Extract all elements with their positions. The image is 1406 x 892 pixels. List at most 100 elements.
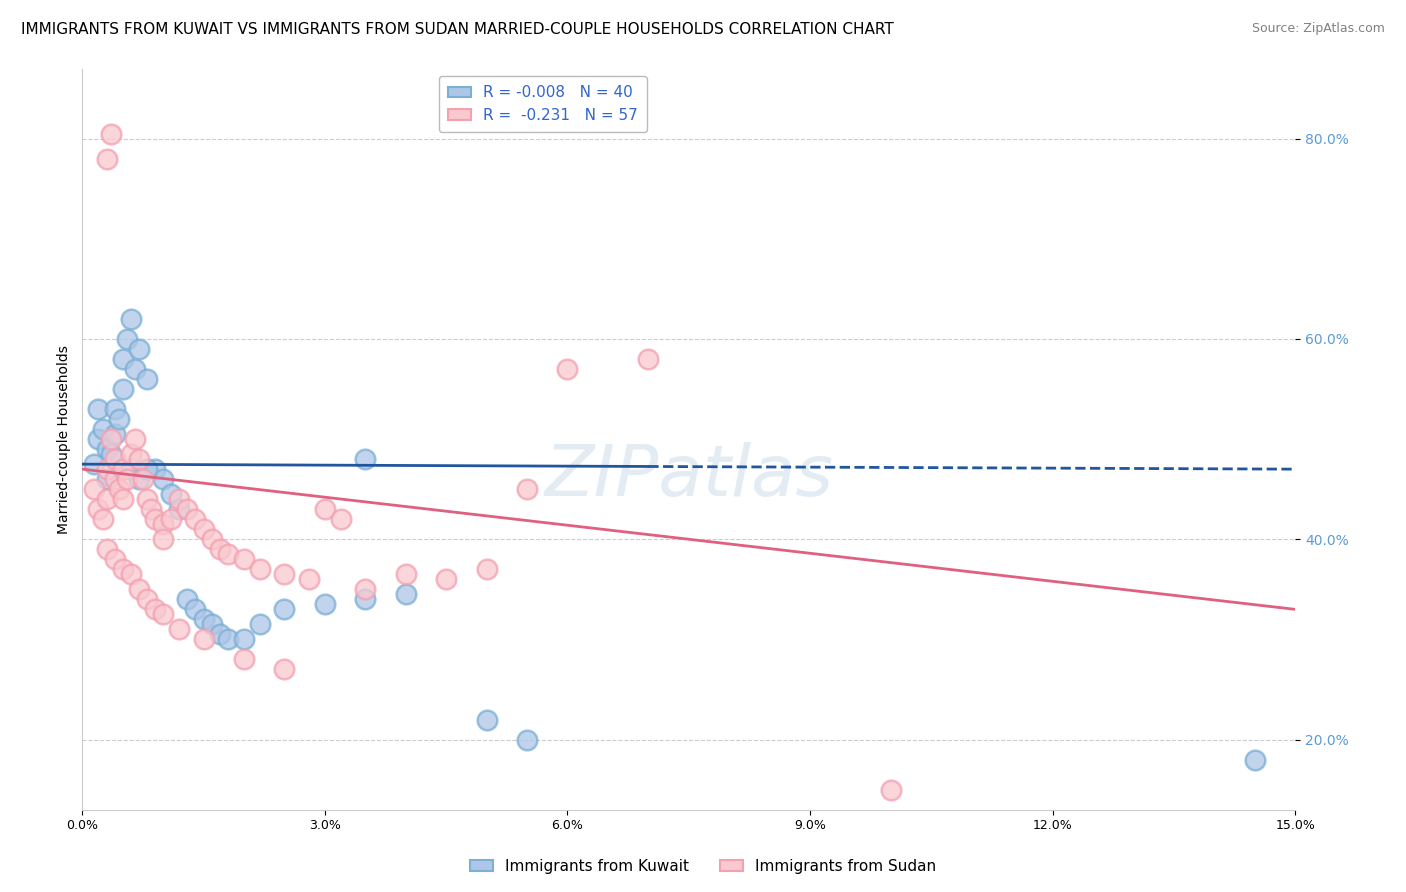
Point	[233, 652, 256, 666]
Point	[152, 517, 174, 532]
Point	[176, 592, 198, 607]
Point	[880, 782, 903, 797]
Point	[104, 472, 127, 486]
Point	[152, 607, 174, 622]
Point	[354, 582, 377, 597]
Point	[83, 457, 105, 471]
Point	[111, 351, 134, 366]
Legend: Immigrants from Kuwait, Immigrants from Sudan: Immigrants from Kuwait, Immigrants from …	[464, 853, 942, 880]
Point	[104, 552, 127, 566]
Point	[143, 512, 166, 526]
Point	[273, 602, 295, 616]
Point	[434, 572, 457, 586]
Point	[160, 512, 183, 526]
Point	[395, 567, 418, 582]
Point	[111, 562, 134, 576]
Point	[475, 713, 498, 727]
Point	[120, 567, 142, 582]
Point	[100, 432, 122, 446]
Point	[160, 487, 183, 501]
Point	[136, 592, 159, 607]
Point	[96, 472, 118, 486]
Point	[201, 617, 224, 632]
Point	[87, 432, 110, 446]
Point	[87, 502, 110, 516]
Point	[83, 482, 105, 496]
Point	[143, 602, 166, 616]
Point	[354, 452, 377, 467]
Point	[96, 492, 118, 507]
Point	[169, 492, 191, 507]
Point	[128, 472, 150, 486]
Point	[298, 572, 321, 586]
Point	[176, 502, 198, 516]
Point	[128, 582, 150, 597]
Point	[217, 547, 239, 561]
Point	[184, 512, 207, 526]
Point	[124, 362, 146, 376]
Point	[120, 312, 142, 326]
Point	[193, 612, 215, 626]
Point	[96, 152, 118, 166]
Point	[208, 542, 231, 557]
Point	[217, 632, 239, 647]
Point	[249, 562, 271, 576]
Point	[637, 351, 659, 366]
Point	[201, 533, 224, 547]
Point	[100, 447, 122, 461]
Point	[111, 462, 134, 476]
Point	[169, 623, 191, 637]
Point	[96, 442, 118, 456]
Text: Source: ZipAtlas.com: Source: ZipAtlas.com	[1251, 22, 1385, 36]
Point	[557, 362, 579, 376]
Point	[104, 427, 127, 442]
Point	[136, 372, 159, 386]
Point	[193, 522, 215, 536]
Point	[1243, 753, 1265, 767]
Legend: R = -0.008   N = 40, R =  -0.231   N = 57: R = -0.008 N = 40, R = -0.231 N = 57	[439, 76, 647, 132]
Point	[516, 482, 538, 496]
Point	[115, 472, 138, 486]
Point	[193, 632, 215, 647]
Point	[139, 502, 162, 516]
Point	[233, 552, 256, 566]
Point	[115, 332, 138, 346]
Point	[107, 482, 129, 496]
Point	[104, 402, 127, 417]
Point	[100, 127, 122, 141]
Point	[184, 602, 207, 616]
Point	[107, 412, 129, 426]
Point	[273, 567, 295, 582]
Point	[143, 462, 166, 476]
Point	[136, 492, 159, 507]
Point	[314, 598, 336, 612]
Point	[395, 587, 418, 601]
Point	[111, 382, 134, 396]
Point	[120, 447, 142, 461]
Point	[87, 402, 110, 417]
Point	[96, 542, 118, 557]
Point	[152, 472, 174, 486]
Y-axis label: Married-couple Households: Married-couple Households	[58, 344, 72, 533]
Point	[152, 533, 174, 547]
Point	[208, 627, 231, 641]
Point	[91, 422, 114, 436]
Text: ZIPatlas: ZIPatlas	[544, 442, 834, 510]
Text: IMMIGRANTS FROM KUWAIT VS IMMIGRANTS FROM SUDAN MARRIED-COUPLE HOUSEHOLDS CORREL: IMMIGRANTS FROM KUWAIT VS IMMIGRANTS FRO…	[21, 22, 894, 37]
Point	[104, 452, 127, 467]
Point	[233, 632, 256, 647]
Point	[169, 502, 191, 516]
Point	[128, 342, 150, 356]
Point	[273, 663, 295, 677]
Point	[132, 472, 155, 486]
Point	[128, 452, 150, 467]
Point	[91, 512, 114, 526]
Point	[124, 432, 146, 446]
Point	[516, 732, 538, 747]
Point	[96, 462, 118, 476]
Point	[475, 562, 498, 576]
Point	[136, 462, 159, 476]
Point	[111, 492, 134, 507]
Point	[120, 462, 142, 476]
Point	[249, 617, 271, 632]
